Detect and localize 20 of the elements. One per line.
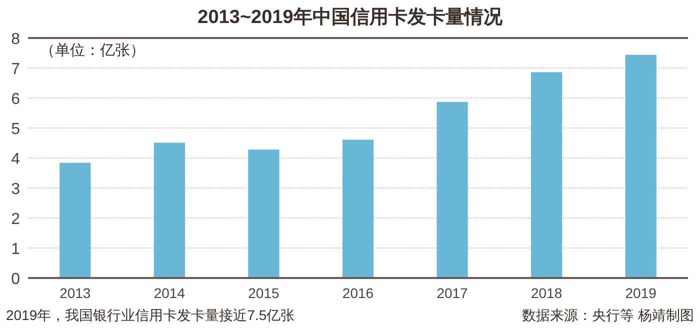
ytick: 6 (11, 91, 20, 108)
annotation: 2019年，我国银行业信用卡发卡量接近7.5亿张 (6, 307, 295, 323)
xtick: 2017 (436, 285, 468, 301)
xtick: 2015 (248, 285, 280, 301)
title: 2013~2019年中国信用卡发卡量情况 (198, 7, 502, 28)
xtick: 2016 (342, 285, 374, 301)
ytick: 8 (11, 31, 20, 48)
ytick: 7 (11, 61, 20, 78)
ytick: 4 (11, 151, 20, 168)
annotation: 数据来源：央行等 杨靖制图 (522, 307, 694, 323)
ytick: 5 (11, 121, 20, 138)
ytick: 1 (11, 241, 20, 258)
ytick: 2 (11, 211, 20, 228)
annotation: （单位：亿张） (40, 42, 145, 59)
ytick: 0 (11, 271, 20, 288)
xtick: 2019 (625, 285, 656, 301)
ytick: 3 (11, 181, 20, 198)
xtick: 2018 (531, 285, 562, 301)
xtick: 2014 (154, 285, 185, 301)
xtick: 2013 (60, 285, 91, 301)
